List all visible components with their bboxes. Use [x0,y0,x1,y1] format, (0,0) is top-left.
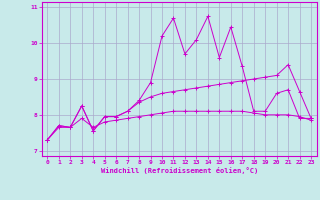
X-axis label: Windchill (Refroidissement éolien,°C): Windchill (Refroidissement éolien,°C) [100,167,258,174]
